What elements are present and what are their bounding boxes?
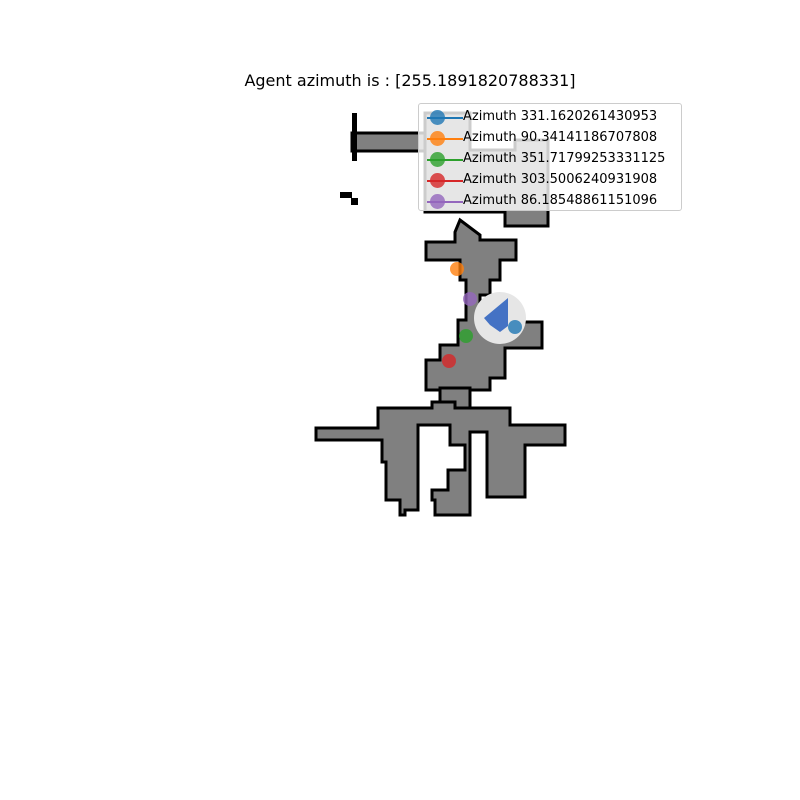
- legend-label: Azimuth 351.71799253331125: [463, 151, 666, 166]
- azimuth-markers: [442, 262, 522, 368]
- legend: Azimuth 331.1620261430953 Azimuth 90.341…: [418, 103, 682, 211]
- legend-marker-icon: [430, 173, 445, 188]
- figure-title: Agent azimuth is : [255.1891820788331]: [244, 71, 576, 90]
- legend-item: Azimuth 331.1620261430953: [419, 106, 681, 126]
- marker-azimuth-303: [442, 354, 456, 368]
- legend-marker-icon: [430, 131, 445, 146]
- legend-label: Azimuth 303.5006240931908: [463, 172, 658, 187]
- legend-item: Azimuth 86.18548861151096: [419, 190, 681, 210]
- legend-label: Azimuth 331.1620261430953: [463, 109, 658, 124]
- legend-item: Azimuth 303.5006240931908: [419, 169, 681, 189]
- legend-marker-icon: [430, 110, 445, 125]
- marker-azimuth-331: [508, 320, 522, 334]
- marker-azimuth-90: [450, 262, 464, 276]
- marker-azimuth-86: [463, 292, 477, 306]
- legend-item: Azimuth 90.34141186707808: [419, 127, 681, 147]
- legend-marker-icon: [430, 152, 445, 167]
- legend-item: Azimuth 351.71799253331125: [419, 148, 681, 168]
- legend-label: Azimuth 86.18548861151096: [463, 193, 658, 208]
- legend-marker-icon: [430, 194, 445, 209]
- marker-azimuth-351: [459, 329, 473, 343]
- legend-label: Azimuth 90.34141186707808: [463, 130, 658, 145]
